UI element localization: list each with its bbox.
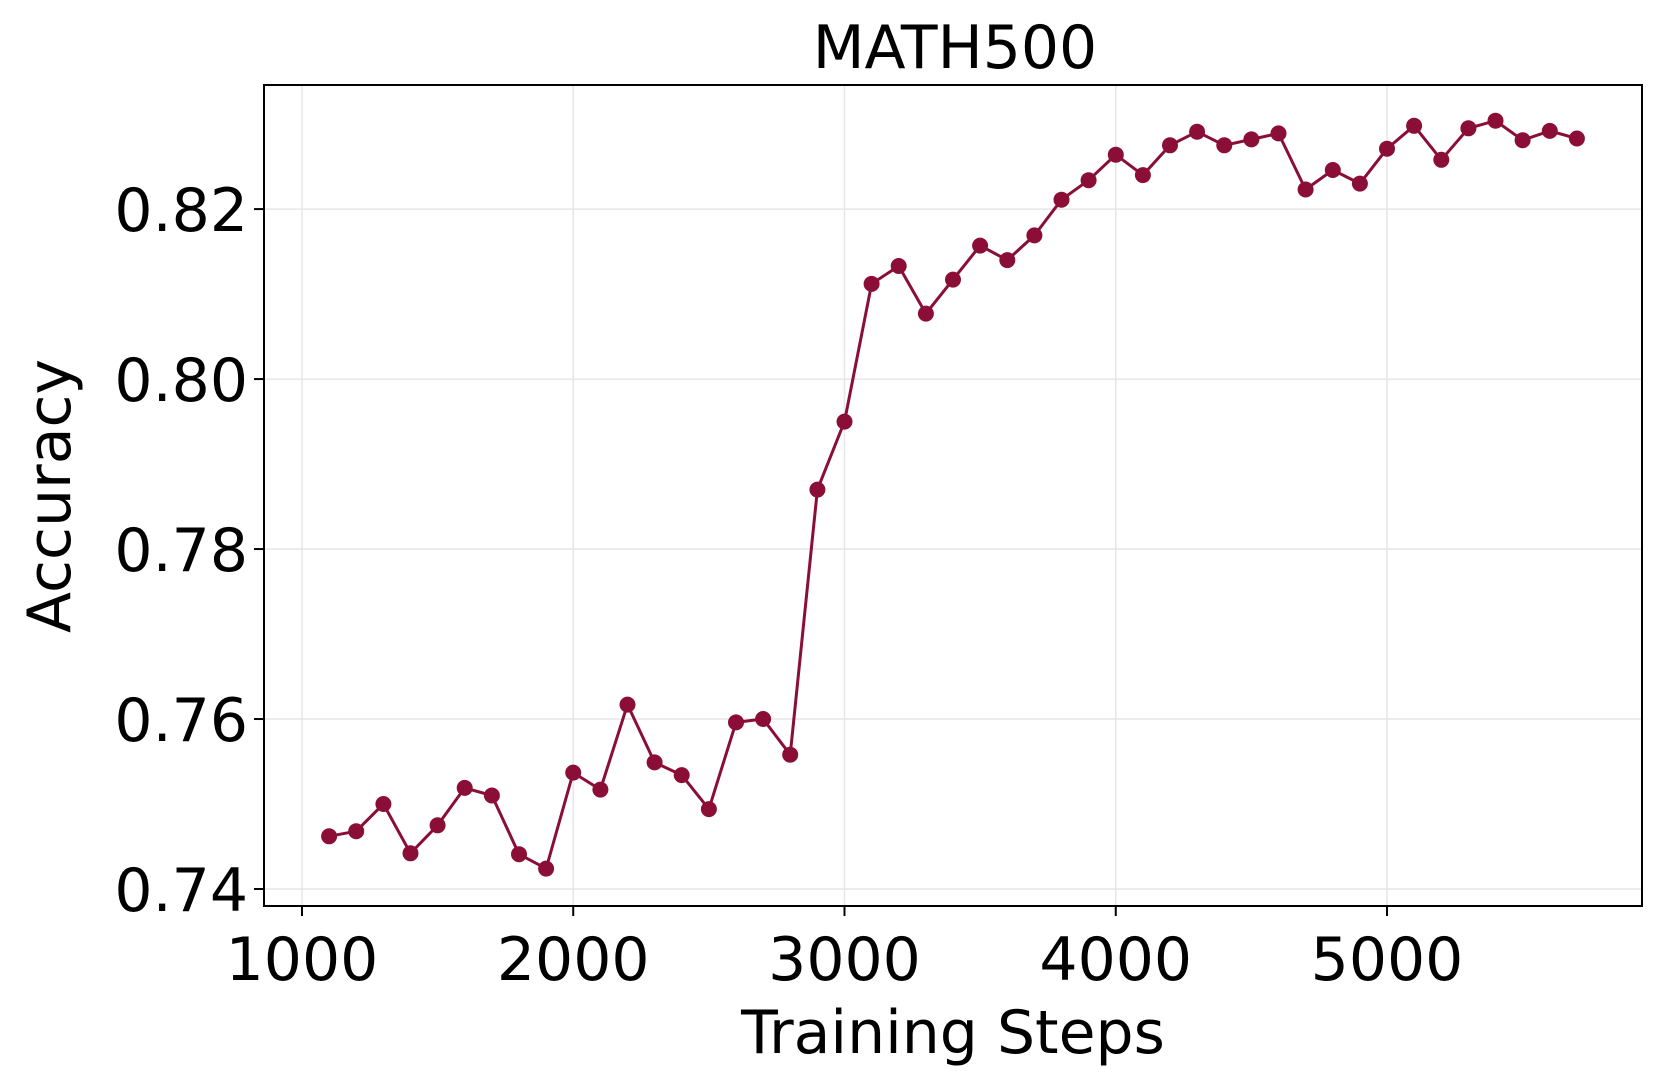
plot-area-frame xyxy=(263,84,1643,907)
data-point xyxy=(456,779,473,796)
x-tick-label: 5000 xyxy=(1311,925,1464,995)
data-point xyxy=(1460,120,1477,137)
data-point xyxy=(348,823,365,840)
data-point xyxy=(1433,151,1450,168)
data-point xyxy=(565,764,582,781)
series-accuracy xyxy=(321,112,1585,877)
data-point xyxy=(755,711,772,727)
y-axis-title: Accuracy xyxy=(15,359,85,633)
data-point xyxy=(945,271,961,288)
data-point xyxy=(592,781,609,798)
data-point xyxy=(619,696,636,713)
data-point xyxy=(809,481,826,498)
data-point xyxy=(972,237,989,254)
data-point xyxy=(1514,132,1531,149)
data-point xyxy=(375,796,392,812)
data-point xyxy=(1080,172,1097,189)
x-tick-label: 1000 xyxy=(226,925,379,995)
data-point xyxy=(1162,137,1178,154)
data-point xyxy=(1107,146,1124,163)
data-point xyxy=(646,754,663,771)
data-point xyxy=(863,275,880,292)
data-point xyxy=(1053,191,1070,208)
y-tick-label: 0.74 xyxy=(114,856,248,926)
data-point xyxy=(1379,140,1395,157)
y-tick-label: 0.76 xyxy=(114,686,248,756)
y-tick-label: 0.80 xyxy=(114,346,248,416)
data-point xyxy=(321,828,338,845)
y-tick-label: 0.78 xyxy=(114,516,248,586)
y-tick-label: 0.82 xyxy=(114,176,248,246)
data-point xyxy=(782,746,799,763)
data-point xyxy=(1134,167,1151,184)
y-axis: 0.74 0.76 0.78 0.80 0.82 xyxy=(114,176,264,926)
data-point xyxy=(1243,131,1260,148)
x-axis: 1000 2000 3000 4000 5000 xyxy=(226,906,1464,995)
data-point xyxy=(1324,162,1341,178)
data-point xyxy=(1351,175,1368,192)
data-point xyxy=(700,801,717,818)
data-point xyxy=(1487,112,1504,129)
data-point xyxy=(1216,137,1233,154)
data-point xyxy=(1270,125,1287,142)
data-point xyxy=(1541,122,1558,139)
y-gridlines xyxy=(264,208,1642,890)
data-point xyxy=(999,252,1016,269)
data-point xyxy=(538,860,555,877)
chart-title: MATH500 xyxy=(813,13,1097,83)
data-point xyxy=(402,845,419,862)
data-point xyxy=(673,767,690,784)
data-point xyxy=(728,714,744,731)
series-line xyxy=(328,119,1578,871)
data-point xyxy=(429,817,446,834)
x-tick-label: 4000 xyxy=(1039,925,1192,995)
data-point xyxy=(1568,130,1585,147)
data-point xyxy=(1026,227,1043,244)
x-tick-label: 3000 xyxy=(768,925,921,995)
data-point xyxy=(917,305,934,322)
data-point xyxy=(1406,117,1423,134)
data-point xyxy=(836,413,853,430)
data-point xyxy=(890,258,907,274)
x-tick-label: 2000 xyxy=(497,925,650,995)
data-point xyxy=(1189,123,1206,140)
data-point xyxy=(511,846,527,863)
x-axis-title: Training Steps xyxy=(740,998,1165,1068)
data-point xyxy=(1297,181,1314,198)
data-point xyxy=(483,787,500,804)
